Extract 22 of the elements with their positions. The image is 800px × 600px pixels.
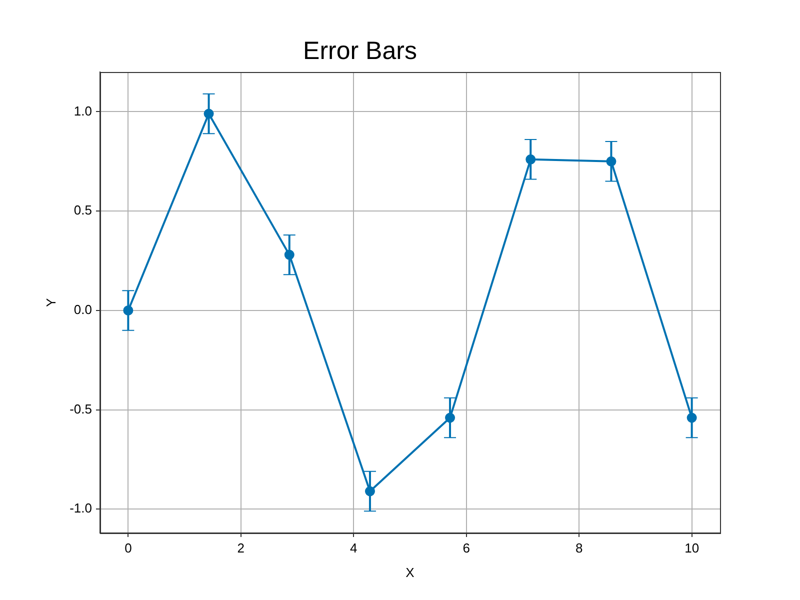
- y-tick-label: 0.0: [74, 302, 92, 318]
- y-axis-title: Y: [43, 298, 58, 307]
- x-tick-label: 8: [575, 540, 583, 556]
- x-tick-label: 6: [462, 540, 470, 556]
- x-tick-label: 0: [124, 540, 132, 556]
- point: [526, 154, 536, 164]
- point: [686, 412, 697, 423]
- y-tick-label: -1.0: [70, 500, 92, 516]
- x-axis-title: X: [406, 564, 415, 580]
- chart-title: Error Bars: [303, 36, 417, 65]
- x-tick-label: 2: [237, 540, 245, 556]
- point: [364, 486, 375, 496]
- point: [284, 250, 294, 260]
- y-tick-label: 1.0: [74, 103, 92, 118]
- point: [606, 156, 616, 166]
- y-tick-label: -0.5: [70, 401, 92, 416]
- point: [204, 108, 214, 119]
- x-tick-label: 10: [684, 540, 700, 556]
- x-tick-label: 4: [350, 540, 358, 556]
- y-tick-label: 0.5: [74, 202, 92, 218]
- point: [123, 305, 134, 316]
- point: [445, 412, 456, 423]
